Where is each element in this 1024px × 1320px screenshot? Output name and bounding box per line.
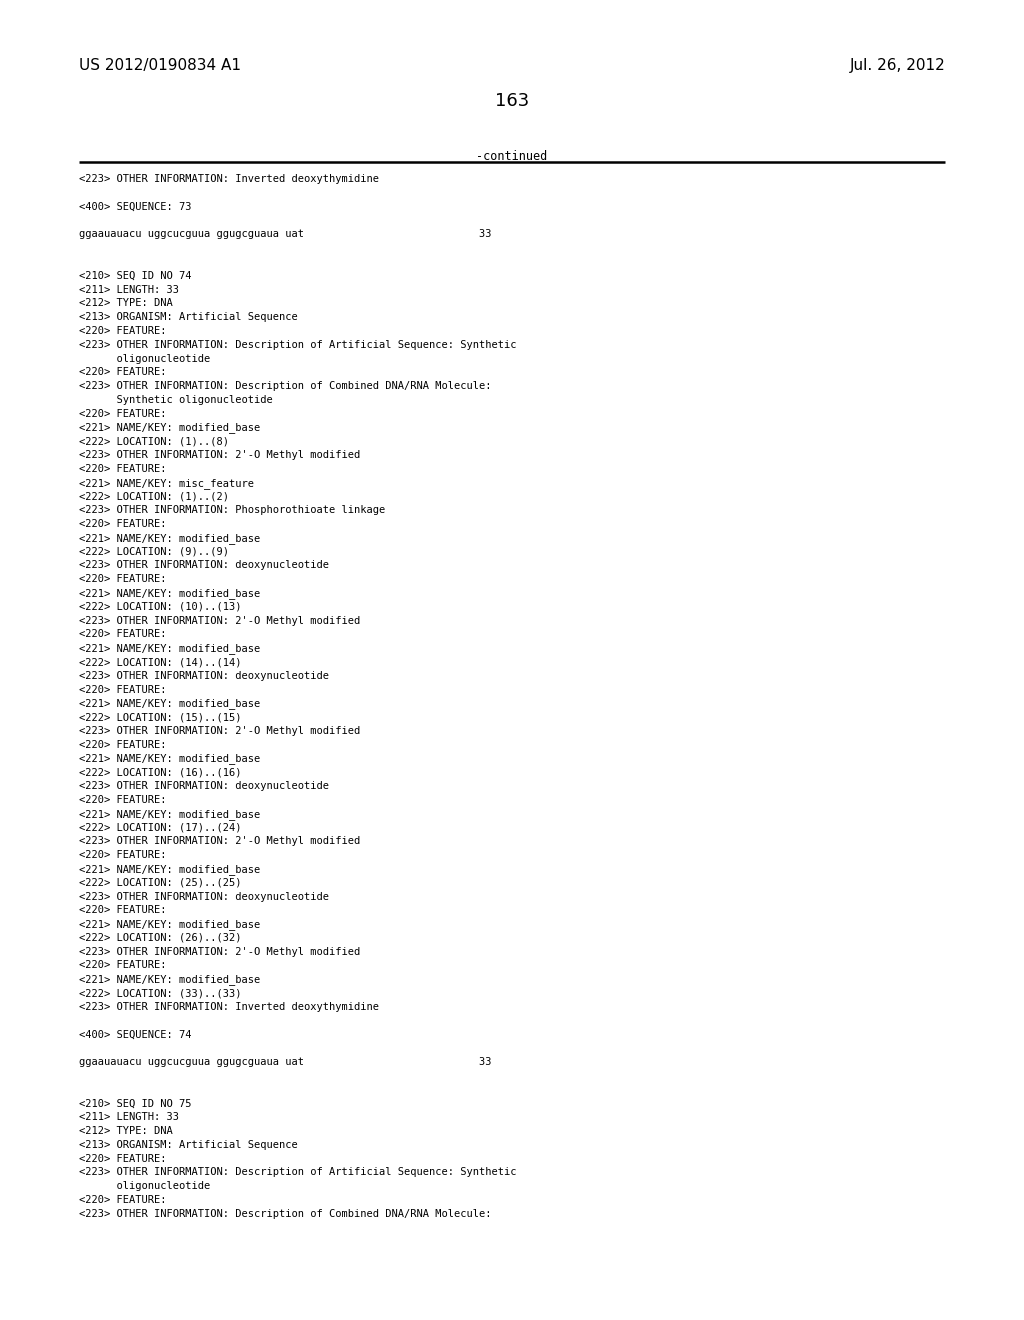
Text: <211> LENGTH: 33: <211> LENGTH: 33 — [79, 285, 179, 294]
Text: <222> LOCATION: (9)..(9): <222> LOCATION: (9)..(9) — [79, 546, 228, 557]
Text: <221> NAME/KEY: modified_base: <221> NAME/KEY: modified_base — [79, 754, 260, 764]
Text: <223> OTHER INFORMATION: 2'-O Methyl modified: <223> OTHER INFORMATION: 2'-O Methyl mod… — [79, 615, 360, 626]
Text: <222> LOCATION: (26)..(32): <222> LOCATION: (26)..(32) — [79, 933, 242, 942]
Text: <220> FEATURE:: <220> FEATURE: — [79, 326, 166, 337]
Text: <220> FEATURE:: <220> FEATURE: — [79, 739, 166, 750]
Text: Synthetic oligonucleotide: Synthetic oligonucleotide — [79, 395, 272, 405]
Text: <220> FEATURE:: <220> FEATURE: — [79, 519, 166, 529]
Text: <210> SEQ ID NO 75: <210> SEQ ID NO 75 — [79, 1098, 191, 1109]
Text: <220> FEATURE:: <220> FEATURE: — [79, 630, 166, 639]
Text: <220> FEATURE:: <220> FEATURE: — [79, 685, 166, 694]
Text: oligonucleotide: oligonucleotide — [79, 354, 210, 363]
Text: <220> FEATURE:: <220> FEATURE: — [79, 961, 166, 970]
Text: <221> NAME/KEY: modified_base: <221> NAME/KEY: modified_base — [79, 919, 260, 931]
Text: <220> FEATURE:: <220> FEATURE: — [79, 1154, 166, 1164]
Text: oligonucleotide: oligonucleotide — [79, 1181, 210, 1191]
Text: <221> NAME/KEY: modified_base: <221> NAME/KEY: modified_base — [79, 643, 260, 655]
Text: <220> FEATURE:: <220> FEATURE: — [79, 795, 166, 805]
Text: <220> FEATURE:: <220> FEATURE: — [79, 850, 166, 861]
Text: <222> LOCATION: (1)..(2): <222> LOCATION: (1)..(2) — [79, 491, 228, 502]
Text: <212> TYPE: DNA: <212> TYPE: DNA — [79, 298, 173, 309]
Text: <222> LOCATION: (33)..(33): <222> LOCATION: (33)..(33) — [79, 989, 242, 998]
Text: <223> OTHER INFORMATION: deoxynucleotide: <223> OTHER INFORMATION: deoxynucleotide — [79, 781, 329, 791]
Text: <223> OTHER INFORMATION: 2'-O Methyl modified: <223> OTHER INFORMATION: 2'-O Methyl mod… — [79, 946, 360, 957]
Text: <400> SEQUENCE: 73: <400> SEQUENCE: 73 — [79, 202, 191, 211]
Text: <222> LOCATION: (16)..(16): <222> LOCATION: (16)..(16) — [79, 767, 242, 777]
Text: <213> ORGANISM: Artificial Sequence: <213> ORGANISM: Artificial Sequence — [79, 313, 298, 322]
Text: ggaauauacu uggcucguua ggugcguaua uat                            33: ggaauauacu uggcucguua ggugcguaua uat 33 — [79, 230, 492, 239]
Text: <223> OTHER INFORMATION: deoxynucleotide: <223> OTHER INFORMATION: deoxynucleotide — [79, 891, 329, 902]
Text: <222> LOCATION: (14)..(14): <222> LOCATION: (14)..(14) — [79, 657, 242, 667]
Text: <220> FEATURE:: <220> FEATURE: — [79, 1195, 166, 1205]
Text: <221> NAME/KEY: modified_base: <221> NAME/KEY: modified_base — [79, 422, 260, 433]
Text: <212> TYPE: DNA: <212> TYPE: DNA — [79, 1126, 173, 1137]
Text: Jul. 26, 2012: Jul. 26, 2012 — [849, 58, 945, 73]
Text: <220> FEATURE:: <220> FEATURE: — [79, 409, 166, 418]
Text: <223> OTHER INFORMATION: deoxynucleotide: <223> OTHER INFORMATION: deoxynucleotide — [79, 561, 329, 570]
Text: <220> FEATURE:: <220> FEATURE: — [79, 906, 166, 915]
Text: <223> OTHER INFORMATION: Description of Combined DNA/RNA Molecule:: <223> OTHER INFORMATION: Description of … — [79, 1209, 492, 1218]
Text: <223> OTHER INFORMATION: Phosphorothioate linkage: <223> OTHER INFORMATION: Phosphorothioat… — [79, 506, 385, 515]
Text: <222> LOCATION: (1)..(8): <222> LOCATION: (1)..(8) — [79, 437, 228, 446]
Text: <222> LOCATION: (10)..(13): <222> LOCATION: (10)..(13) — [79, 602, 242, 612]
Text: <222> LOCATION: (17)..(24): <222> LOCATION: (17)..(24) — [79, 822, 242, 833]
Text: <220> FEATURE:: <220> FEATURE: — [79, 463, 166, 474]
Text: <223> OTHER INFORMATION: Description of Artificial Sequence: Synthetic: <223> OTHER INFORMATION: Description of … — [79, 339, 516, 350]
Text: <223> OTHER INFORMATION: 2'-O Methyl modified: <223> OTHER INFORMATION: 2'-O Methyl mod… — [79, 837, 360, 846]
Text: <221> NAME/KEY: modified_base: <221> NAME/KEY: modified_base — [79, 533, 260, 544]
Text: <222> LOCATION: (15)..(15): <222> LOCATION: (15)..(15) — [79, 713, 242, 722]
Text: <220> FEATURE:: <220> FEATURE: — [79, 367, 166, 378]
Text: <223> OTHER INFORMATION: Description of Artificial Sequence: Synthetic: <223> OTHER INFORMATION: Description of … — [79, 1167, 516, 1177]
Text: <220> FEATURE:: <220> FEATURE: — [79, 574, 166, 585]
Text: 163: 163 — [495, 92, 529, 111]
Text: ggaauauacu uggcucguua ggugcguaua uat                            33: ggaauauacu uggcucguua ggugcguaua uat 33 — [79, 1057, 492, 1067]
Text: US 2012/0190834 A1: US 2012/0190834 A1 — [79, 58, 241, 73]
Text: <210> SEQ ID NO 74: <210> SEQ ID NO 74 — [79, 271, 191, 281]
Text: <223> OTHER INFORMATION: deoxynucleotide: <223> OTHER INFORMATION: deoxynucleotide — [79, 671, 329, 681]
Text: <221> NAME/KEY: modified_base: <221> NAME/KEY: modified_base — [79, 698, 260, 709]
Text: <221> NAME/KEY: modified_base: <221> NAME/KEY: modified_base — [79, 863, 260, 875]
Text: <221> NAME/KEY: modified_base: <221> NAME/KEY: modified_base — [79, 589, 260, 599]
Text: <221> NAME/KEY: misc_feature: <221> NAME/KEY: misc_feature — [79, 478, 254, 488]
Text: <222> LOCATION: (25)..(25): <222> LOCATION: (25)..(25) — [79, 878, 242, 888]
Text: <223> OTHER INFORMATION: 2'-O Methyl modified: <223> OTHER INFORMATION: 2'-O Methyl mod… — [79, 450, 360, 461]
Text: <211> LENGTH: 33: <211> LENGTH: 33 — [79, 1113, 179, 1122]
Text: <223> OTHER INFORMATION: Inverted deoxythymidine: <223> OTHER INFORMATION: Inverted deoxyt… — [79, 1002, 379, 1012]
Text: <223> OTHER INFORMATION: Description of Combined DNA/RNA Molecule:: <223> OTHER INFORMATION: Description of … — [79, 381, 492, 391]
Text: <223> OTHER INFORMATION: 2'-O Methyl modified: <223> OTHER INFORMATION: 2'-O Methyl mod… — [79, 726, 360, 737]
Text: <400> SEQUENCE: 74: <400> SEQUENCE: 74 — [79, 1030, 191, 1039]
Text: <221> NAME/KEY: modified_base: <221> NAME/KEY: modified_base — [79, 809, 260, 820]
Text: <223> OTHER INFORMATION: Inverted deoxythymidine: <223> OTHER INFORMATION: Inverted deoxyt… — [79, 174, 379, 185]
Text: -continued: -continued — [476, 150, 548, 164]
Text: <213> ORGANISM: Artificial Sequence: <213> ORGANISM: Artificial Sequence — [79, 1139, 298, 1150]
Text: <221> NAME/KEY: modified_base: <221> NAME/KEY: modified_base — [79, 974, 260, 985]
